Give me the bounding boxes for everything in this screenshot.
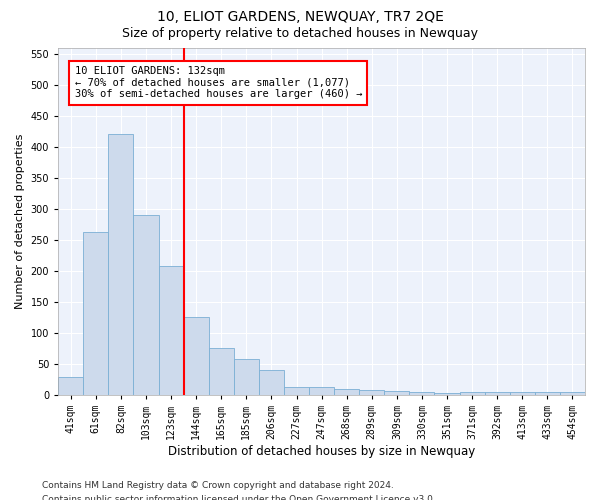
Bar xyxy=(58,376,83,394)
Bar xyxy=(460,392,485,394)
Text: Size of property relative to detached houses in Newquay: Size of property relative to detached ho… xyxy=(122,28,478,40)
Bar xyxy=(409,392,434,394)
Bar xyxy=(485,392,510,394)
Bar xyxy=(234,358,259,394)
Text: 10 ELIOT GARDENS: 132sqm
← 70% of detached houses are smaller (1,077)
30% of sem: 10 ELIOT GARDENS: 132sqm ← 70% of detach… xyxy=(74,66,362,100)
Bar xyxy=(560,392,585,394)
Bar xyxy=(309,386,334,394)
Bar xyxy=(259,370,284,394)
Bar xyxy=(184,317,209,394)
Bar xyxy=(209,348,234,395)
Text: Contains HM Land Registry data © Crown copyright and database right 2024.: Contains HM Land Registry data © Crown c… xyxy=(42,481,394,490)
Bar xyxy=(385,391,409,394)
Bar xyxy=(510,392,535,394)
Bar xyxy=(359,390,385,394)
Text: 10, ELIOT GARDENS, NEWQUAY, TR7 2QE: 10, ELIOT GARDENS, NEWQUAY, TR7 2QE xyxy=(157,10,443,24)
Bar xyxy=(158,266,184,394)
X-axis label: Distribution of detached houses by size in Newquay: Distribution of detached houses by size … xyxy=(168,444,475,458)
Bar xyxy=(334,389,359,394)
Text: Contains public sector information licensed under the Open Government Licence v3: Contains public sector information licen… xyxy=(42,495,436,500)
Bar xyxy=(284,386,309,394)
Bar xyxy=(109,134,133,394)
Bar xyxy=(133,215,158,394)
Y-axis label: Number of detached properties: Number of detached properties xyxy=(15,134,25,309)
Bar xyxy=(535,392,560,394)
Bar xyxy=(83,232,109,394)
